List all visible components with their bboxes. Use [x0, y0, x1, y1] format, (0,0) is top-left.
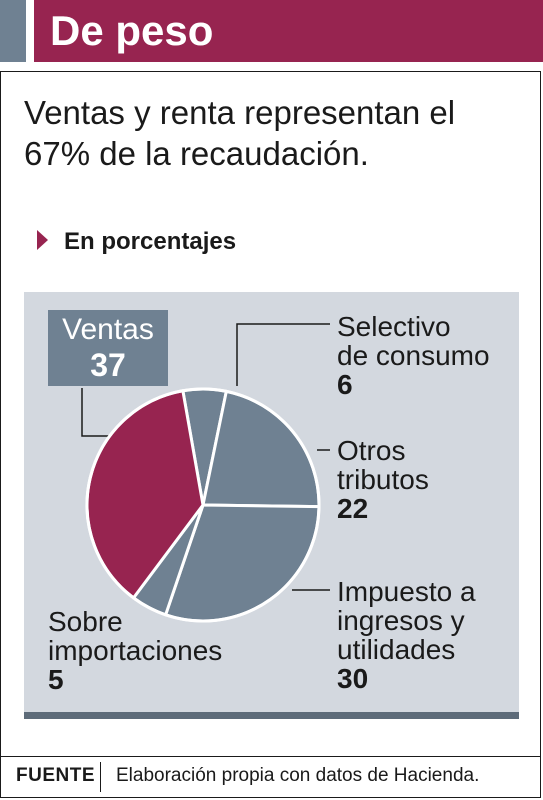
header-bar: [34, 0, 543, 62]
pie-outline: [85, 387, 321, 623]
header-accent: [0, 0, 26, 62]
pie-slices: [85, 387, 321, 623]
chart-subtitle: En porcentajes: [64, 228, 237, 255]
selectivo-label-name: Selectivo de consumo: [337, 311, 490, 371]
leader-selectivo: [236, 323, 330, 386]
importaciones-label-value: 5: [48, 664, 64, 695]
selectivo-label-value: 6: [337, 369, 353, 400]
triangle-marker-icon: [37, 230, 48, 250]
otros-label: Otros tributos 22: [337, 436, 429, 523]
footer-divider: [100, 762, 101, 792]
impuesto-label: Impuesto a ingresos y utilidades 30: [337, 577, 476, 693]
page-title: De peso: [50, 7, 214, 54]
graphic-frame: [0, 71, 541, 798]
importaciones-label: Sobre importaciones 5: [48, 607, 222, 694]
ventas-label-name: Ventas: [62, 313, 154, 346]
leader-lines: [81, 323, 330, 591]
selectivo-label: Selectivo de consumo 6: [337, 312, 490, 399]
leader-ventas: [81, 388, 110, 437]
chart-panel-base: [24, 712, 519, 719]
importaciones-label-name: Sobre importaciones: [48, 606, 223, 666]
ventas-label-value: 37: [90, 347, 126, 383]
impuesto-label-value: 30: [337, 663, 369, 694]
source-label: FUENTE: [16, 765, 95, 786]
impuesto-label-name: Impuesto a ingresos y utilidades: [337, 576, 476, 665]
otros-label-name: Otros tributos: [337, 435, 429, 495]
ventas-label-box: Ventas 37: [48, 310, 168, 386]
headline: Ventas y renta representan el 67% de la …: [24, 94, 456, 172]
footer-rule: [0, 756, 541, 757]
source-text: Elaboración propia con datos de Hacienda…: [116, 765, 480, 786]
otros-label-value: 22: [337, 493, 369, 524]
